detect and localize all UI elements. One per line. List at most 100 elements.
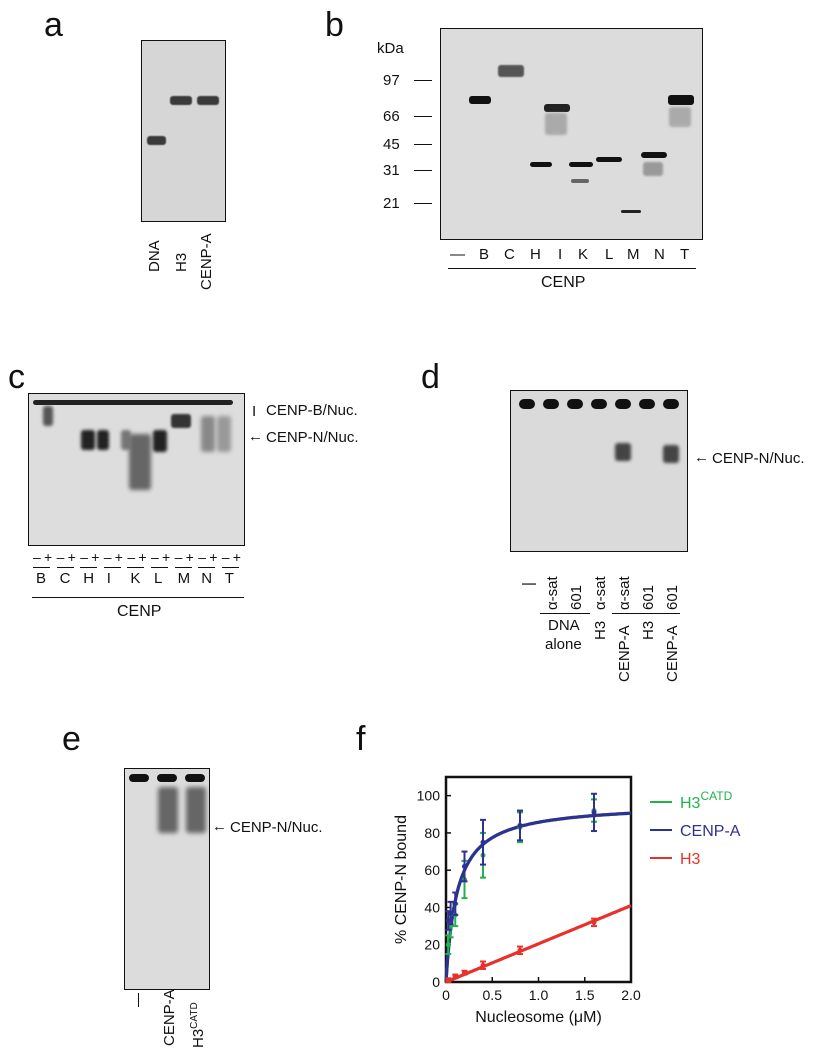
panel-c-gel [28, 393, 245, 546]
sign-label: – [127, 549, 136, 565]
panel-d-label: d [421, 358, 440, 396]
panel-b-gel [440, 28, 703, 240]
band [170, 96, 192, 105]
y-tick-label: 80 [424, 825, 440, 841]
lane-label: K [578, 246, 589, 263]
panel-c-label: c [8, 358, 25, 396]
lane-label: H [530, 246, 541, 263]
overline [127, 567, 145, 568]
data-point [591, 919, 597, 925]
panel-a-label: a [44, 6, 63, 44]
band [663, 399, 679, 409]
y-tick-label: 20 [424, 937, 440, 953]
lane-label: | [520, 582, 537, 586]
lane-label: 601 [640, 584, 657, 610]
band [591, 399, 607, 409]
lane-label: H [83, 570, 95, 587]
lane-label: I [558, 246, 563, 263]
band [185, 774, 205, 782]
sign-label: + [209, 549, 218, 565]
data-point [452, 973, 458, 979]
overline [151, 567, 168, 568]
overline [56, 567, 74, 568]
lane-label: C [59, 570, 71, 587]
group-line [448, 268, 696, 269]
x-tick-label: 1.5 [575, 987, 595, 1003]
band [129, 434, 151, 490]
band [544, 104, 570, 112]
band [569, 162, 593, 167]
x-tick-label: 0.5 [483, 987, 503, 1003]
lane-label: 601 [664, 584, 681, 610]
sign-label: + [232, 549, 241, 565]
data-point [517, 824, 523, 830]
fit-line [444, 811, 632, 983]
data-point [480, 962, 486, 968]
marker-31: 31 [383, 162, 400, 179]
y-tick-label: 100 [417, 788, 441, 804]
x-tick-label: 0 [442, 987, 450, 1003]
group-label: CENP [541, 274, 586, 291]
annotation-cenp-n-nuc: CENP-N/Nuc. [266, 429, 359, 446]
band [217, 416, 231, 452]
lane-label: B [36, 570, 47, 587]
band [615, 443, 631, 461]
dna-alone-label: DNA [548, 617, 580, 634]
band [33, 400, 233, 405]
lane-label: — [450, 246, 465, 263]
data-point [452, 901, 458, 907]
overline [80, 567, 98, 568]
band [43, 406, 53, 426]
data-point [480, 852, 486, 858]
data-point [480, 839, 486, 845]
marker-tick [414, 80, 432, 81]
sign-label: + [91, 549, 100, 565]
marker-97: 97 [383, 72, 400, 89]
fit-line [444, 811, 632, 983]
lane-label: CENP-A [198, 233, 215, 290]
lane-label: M [177, 570, 191, 587]
lane-label [138, 993, 139, 1007]
lane-label: N [201, 570, 213, 587]
band [498, 65, 524, 77]
panel-e-gel [124, 768, 210, 990]
band [543, 399, 559, 409]
legend-label: H3CATD [680, 789, 733, 812]
marker-tick [414, 170, 432, 171]
group-line [32, 597, 244, 598]
data-point [445, 918, 451, 923]
y-tick-label: 60 [424, 862, 440, 878]
data-point [452, 912, 458, 918]
panel-f-label: f [356, 720, 366, 758]
lane-label: H3 [592, 620, 609, 640]
sign-label: – [56, 549, 65, 565]
marker-tick [414, 116, 432, 117]
marker-21: 21 [383, 195, 400, 212]
sign-label: – [174, 549, 183, 565]
lane-label: M [627, 246, 640, 263]
data-point [445, 977, 451, 983]
marker-tick [414, 144, 432, 145]
band [530, 162, 552, 167]
sign-label: + [114, 549, 123, 565]
data-point [591, 809, 597, 815]
band [469, 96, 491, 104]
marker-tick [414, 203, 432, 204]
data-point [462, 970, 467, 976]
overline [174, 567, 192, 568]
x-tick-label: 1.0 [529, 987, 549, 1003]
lane-label: α-sat [544, 576, 561, 610]
band [157, 774, 177, 782]
data-point [517, 822, 523, 828]
band [201, 416, 215, 452]
band [147, 136, 166, 145]
legend-label: CENP-A [680, 823, 741, 840]
sign-label: – [198, 549, 206, 565]
lane-label: α-sat [616, 576, 633, 610]
lane-label: I [106, 570, 111, 587]
data-point [448, 923, 454, 929]
x-axis-label: Nucleosome (μM) [475, 1009, 602, 1026]
lane-label: H3 [640, 620, 657, 640]
panel-d-gel [510, 390, 688, 552]
lane-label: α-sat [592, 576, 609, 610]
